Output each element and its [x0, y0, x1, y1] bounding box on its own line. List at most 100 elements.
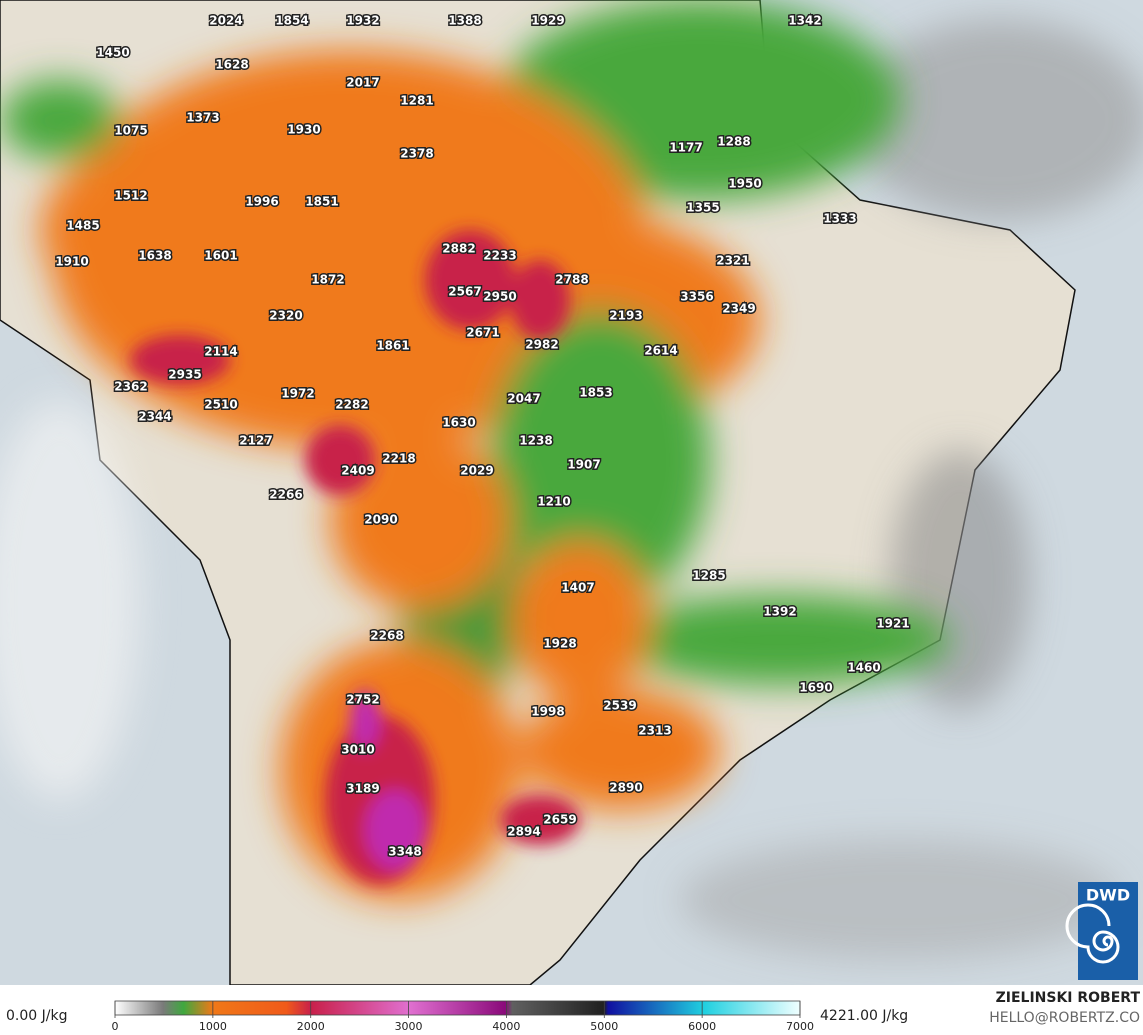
value-label: 2510 — [204, 398, 237, 412]
value-label: 1450 — [96, 46, 129, 60]
logo-spiral — [1065, 903, 1120, 964]
value-label: 1910 — [55, 255, 88, 269]
tick-label: 7000 — [786, 1020, 814, 1033]
value-label: 2614 — [644, 344, 677, 358]
value-label: 1407 — [561, 581, 594, 595]
value-label: 3010 — [341, 743, 374, 757]
value-label: 2378 — [400, 147, 433, 161]
value-label: 1853 — [579, 386, 612, 400]
value-label: 2090 — [364, 513, 397, 527]
value-label: 2313 — [638, 724, 671, 738]
value-label: 1285 — [692, 569, 725, 583]
value-label: 1907 — [567, 458, 600, 472]
value-label: 1601 — [204, 249, 237, 263]
value-label: 2320 — [269, 309, 302, 323]
contact: HELLO@ROBERTZ.CO — [989, 1010, 1140, 1026]
value-label: 1392 — [763, 605, 796, 619]
max-label: 4221.00 J/kg — [820, 1008, 908, 1024]
value-label: 2982 — [525, 338, 558, 352]
value-label: 1075 — [114, 124, 147, 138]
value-label: 2233 — [483, 249, 516, 263]
dwd-logo: DWD — [1065, 882, 1138, 980]
value-label: 2950 — [483, 290, 516, 304]
value-label: 2882 — [442, 242, 475, 256]
value-label: 2935 — [168, 368, 201, 382]
value-label: 2017 — [346, 76, 379, 90]
value-label: 1928 — [543, 637, 576, 651]
value-label: 1485 — [66, 219, 99, 233]
value-label: 1373 — [186, 111, 219, 125]
value-label: 1929 — [531, 14, 564, 28]
min-label: 0.00 J/kg — [6, 1008, 67, 1024]
author: ZIELINSKI ROBERT — [996, 990, 1141, 1006]
tick-label: 3000 — [395, 1020, 423, 1033]
value-label: 1388 — [448, 14, 481, 28]
value-label: 2671 — [466, 326, 499, 340]
value-label: 2362 — [114, 380, 147, 394]
value-label: 1921 — [876, 617, 909, 631]
value-label: 2890 — [609, 781, 642, 795]
value-label: 1238 — [519, 434, 552, 448]
tick-label: 4000 — [492, 1020, 520, 1033]
value-label: 1690 — [799, 681, 832, 695]
value-label: 2344 — [138, 410, 171, 424]
value-label: 1355 — [686, 201, 719, 215]
value-label: 1950 — [728, 177, 761, 191]
value-label: 1628 — [215, 58, 248, 72]
colorbar — [114, 1000, 801, 1016]
value-label: 2024 — [209, 14, 242, 28]
value-label: 2539 — [603, 699, 636, 713]
value-label: 1333 — [823, 212, 856, 226]
value-label: 1460 — [847, 661, 880, 675]
value-label: 1210 — [537, 495, 570, 509]
value-label: 2349 — [722, 302, 755, 316]
value-label: 2218 — [382, 452, 415, 466]
value-label: 2114 — [204, 345, 237, 359]
value-label: 2659 — [543, 813, 576, 827]
tick-label: 5000 — [590, 1020, 618, 1033]
value-label: 2047 — [507, 392, 540, 406]
value-label: 3189 — [346, 782, 379, 796]
value-label: 1177 — [669, 141, 702, 155]
tick-label: 6000 — [688, 1020, 716, 1033]
value-label: 1998 — [531, 705, 564, 719]
value-label: 2282 — [335, 398, 368, 412]
colorbar-ticks: 0 1000 2000 3000 4000 5000 6000 7000 — [112, 1001, 814, 1033]
value-label: 2321 — [716, 254, 749, 268]
value-label: 1996 — [245, 195, 278, 209]
value-label: 1638 — [138, 249, 171, 263]
value-label: 1932 — [346, 14, 379, 28]
value-labels: 2024 1854 1932 1388 1929 1342 1450 1628 2017 1281… — [54, 12, 911, 860]
value-label: 1342 — [788, 14, 821, 28]
value-label: 2029 — [460, 464, 493, 478]
value-label: 2788 — [555, 273, 588, 287]
map: 2024 1854 1932 1388 1929 1342 1450 1628 2017 1281… — [0, 0, 1143, 985]
value-label: 2268 — [370, 629, 403, 643]
value-label: 1861 — [376, 339, 409, 353]
value-label: 1972 — [281, 387, 314, 401]
value-label: 1851 — [305, 195, 338, 209]
value-label: 2567 — [448, 285, 481, 299]
value-label: 3356 — [680, 290, 713, 304]
value-label: 2752 — [346, 693, 379, 707]
value-label: 1930 — [287, 123, 320, 137]
tick-label: 0 — [112, 1020, 119, 1033]
value-label: 2409 — [341, 464, 374, 478]
value-label: 2894 — [507, 825, 540, 839]
value-label: 1512 — [114, 189, 147, 203]
tick-label: 2000 — [297, 1020, 325, 1033]
value-label: 1872 — [311, 273, 344, 287]
cape-peaks — [130, 230, 580, 885]
logo-box — [1078, 882, 1138, 980]
value-label: 2127 — [239, 434, 272, 448]
logo-text: DWD — [1086, 886, 1130, 905]
value-label: 1281 — [400, 94, 433, 108]
value-label: 2266 — [269, 488, 302, 502]
value-label: 1630 — [442, 416, 475, 430]
value-label: 1854 — [275, 14, 308, 28]
value-label: 3348 — [388, 845, 421, 859]
tick-label: 1000 — [199, 1020, 227, 1033]
value-label: 2193 — [609, 309, 642, 323]
value-label: 1288 — [717, 135, 750, 149]
